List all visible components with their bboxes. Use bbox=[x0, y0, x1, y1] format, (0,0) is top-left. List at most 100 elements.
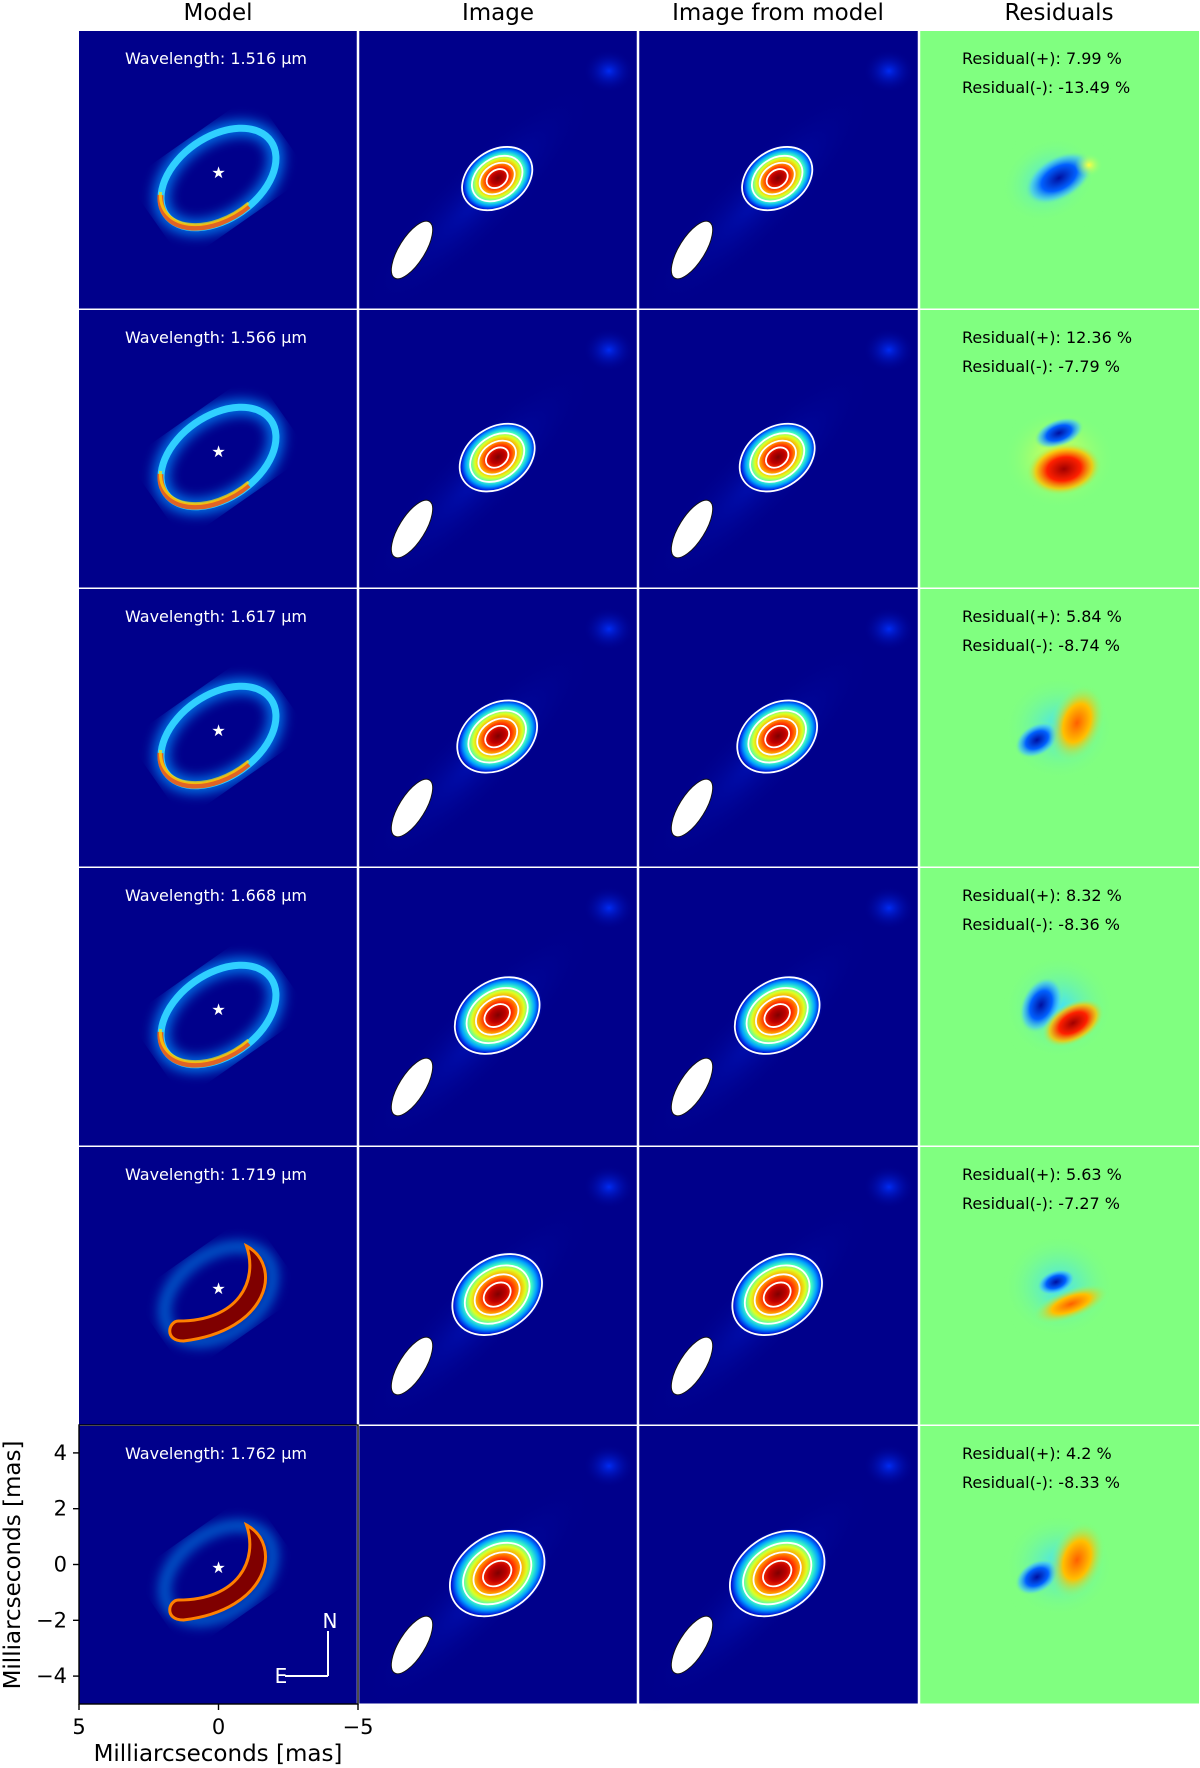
compass: N E bbox=[275, 1609, 338, 1688]
residual-panel: Residual(+): 8.32 % Residual(-): -8.36 % bbox=[920, 868, 1199, 1146]
residual-positive-blob bbox=[1075, 153, 1103, 177]
contour-line bbox=[467, 709, 527, 764]
wavelength-label: Wavelength: 1.617 μm bbox=[125, 607, 307, 626]
model-panel: ★ Wavelength: 1.668 μm bbox=[79, 868, 358, 1146]
residual-plus-label: Residual(+): 4.2 % bbox=[962, 1444, 1112, 1463]
contour-line bbox=[741, 146, 814, 212]
contour-line bbox=[736, 699, 819, 774]
emission-blob bbox=[730, 1250, 826, 1338]
contour-line bbox=[762, 1559, 793, 1588]
residual-minus-label: Residual(-): -7.27 % bbox=[962, 1194, 1120, 1213]
emission-blob bbox=[740, 144, 816, 212]
wavelength-label: Wavelength: 1.719 μm bbox=[125, 1165, 307, 1184]
compass-east-label: E bbox=[275, 1664, 288, 1688]
halo-blob bbox=[583, 607, 635, 651]
contour-line bbox=[458, 422, 536, 493]
panel-row: ★ Wavelength: 1.719 μm Residual(+): 5.63 %… bbox=[79, 1147, 1199, 1433]
contour-line bbox=[763, 1003, 791, 1028]
y-tick-label: 4 bbox=[54, 1441, 67, 1465]
residual-plus-label: Residual(+): 7.99 % bbox=[962, 49, 1122, 68]
model-panel: ★ Wavelength: 1.617 μm bbox=[79, 589, 358, 867]
x-tick-label: 0 bbox=[212, 1715, 225, 1739]
contour-line bbox=[485, 446, 510, 469]
star-marker: ★ bbox=[211, 1279, 225, 1298]
model-panel: ★ Wavelength: 1.719 μm bbox=[79, 1147, 358, 1425]
residual-minus-label: Residual(-): -8.74 % bbox=[962, 636, 1120, 655]
wavelength-label: Wavelength: 1.668 μm bbox=[125, 886, 307, 905]
model-panel: ★ Wavelength: 1.762 μm bbox=[79, 1426, 358, 1704]
beam-ellipse bbox=[390, 1615, 434, 1675]
residual-mask-edge bbox=[1002, 679, 1116, 793]
model-panel-bg bbox=[79, 868, 358, 1146]
image-from-model-panel bbox=[639, 1426, 918, 1712]
column-title-model: Model bbox=[183, 0, 252, 26]
residual-mask-edge bbox=[1002, 958, 1116, 1072]
model-ring-yellow-arc bbox=[158, 191, 250, 227]
wavelength-label: Wavelength: 1.566 μm bbox=[125, 328, 307, 347]
residual-positive-blob bbox=[1033, 1284, 1109, 1324]
contour-line bbox=[757, 439, 797, 476]
residual-minus-label: Residual(-): -8.36 % bbox=[962, 915, 1120, 934]
beam-ellipse bbox=[670, 499, 714, 559]
beam-ellipse bbox=[390, 499, 434, 559]
x-tick-label: 5 bbox=[72, 1715, 85, 1739]
contour-line bbox=[451, 1253, 543, 1336]
halo-blob bbox=[863, 607, 915, 651]
halo-blob bbox=[583, 49, 635, 93]
residual-positive-blob bbox=[1041, 998, 1105, 1048]
beam-ellipse bbox=[390, 220, 434, 280]
residual-negative-blob bbox=[1014, 721, 1060, 759]
halo-blob bbox=[863, 1165, 915, 1209]
contour-line bbox=[765, 446, 790, 469]
image-panel bbox=[359, 1426, 638, 1712]
halo-blob bbox=[583, 886, 635, 930]
beam-ellipse bbox=[670, 778, 714, 838]
image-panel bbox=[359, 1147, 638, 1433]
contour-line bbox=[762, 1281, 792, 1308]
contour-line bbox=[728, 1529, 826, 1618]
contour-line bbox=[731, 1253, 823, 1336]
residual-minus-label: Residual(-): -7.79 % bbox=[962, 357, 1120, 376]
halo-blob bbox=[863, 49, 915, 93]
contour-line bbox=[456, 699, 539, 774]
model-ring-yellow-arc bbox=[158, 749, 250, 785]
contour-line bbox=[764, 724, 791, 749]
emission-blob bbox=[448, 1527, 548, 1619]
contour-line bbox=[462, 1541, 533, 1606]
residual-panel: Residual(+): 7.99 % Residual(-): -13.49 % bbox=[920, 31, 1199, 309]
contour-line bbox=[477, 439, 517, 476]
image-panel bbox=[359, 868, 638, 1154]
halo-blob bbox=[583, 1165, 635, 1209]
star-marker: ★ bbox=[211, 1000, 225, 1019]
beam-ellipse bbox=[390, 778, 434, 838]
panel-row: ★ Wavelength: 1.668 μm Residual(+): 8.32 %… bbox=[79, 868, 1199, 1154]
star-marker: ★ bbox=[211, 163, 225, 182]
y-tick-label: −2 bbox=[36, 1608, 67, 1632]
residual-panel: Residual(+): 5.63 % Residual(-): -7.27 % bbox=[920, 1147, 1199, 1425]
panel-row: ★ Wavelength: 1.617 μm Residual(+): 5.84 %… bbox=[79, 589, 1199, 875]
contour-line bbox=[749, 432, 806, 483]
residual-panel: Residual(+): 12.36 % Residual(-): -7.79 % bbox=[920, 310, 1199, 588]
y-tick-label: 2 bbox=[54, 1497, 67, 1521]
residual-panel: Residual(+): 5.84 % Residual(-): -8.74 % bbox=[920, 589, 1199, 867]
contour-line bbox=[738, 422, 816, 493]
residual-mask-edge bbox=[1002, 1516, 1116, 1630]
y-tick-label: 0 bbox=[54, 1553, 67, 1577]
residual-minus-label: Residual(-): -8.33 % bbox=[962, 1473, 1120, 1492]
image-from-model-panel bbox=[639, 31, 918, 317]
image-panel bbox=[359, 31, 638, 317]
residual-positive-blob bbox=[1026, 442, 1102, 496]
residual-mask-edge bbox=[1002, 121, 1116, 235]
contour-line bbox=[453, 976, 541, 1055]
star-marker: ★ bbox=[211, 442, 225, 461]
contour-line bbox=[484, 724, 511, 749]
contour-line bbox=[475, 995, 520, 1036]
contour-line bbox=[465, 987, 529, 1045]
image-from-model-panel bbox=[639, 310, 918, 596]
beam-ellipse bbox=[670, 220, 714, 280]
image-panel bbox=[359, 310, 638, 596]
residual-minus-label: Residual(-): -13.49 % bbox=[962, 78, 1130, 97]
residual-panel: Residual(+): 4.2 % Residual(-): -8.33 % bbox=[920, 1426, 1199, 1704]
contour-line bbox=[756, 717, 799, 756]
